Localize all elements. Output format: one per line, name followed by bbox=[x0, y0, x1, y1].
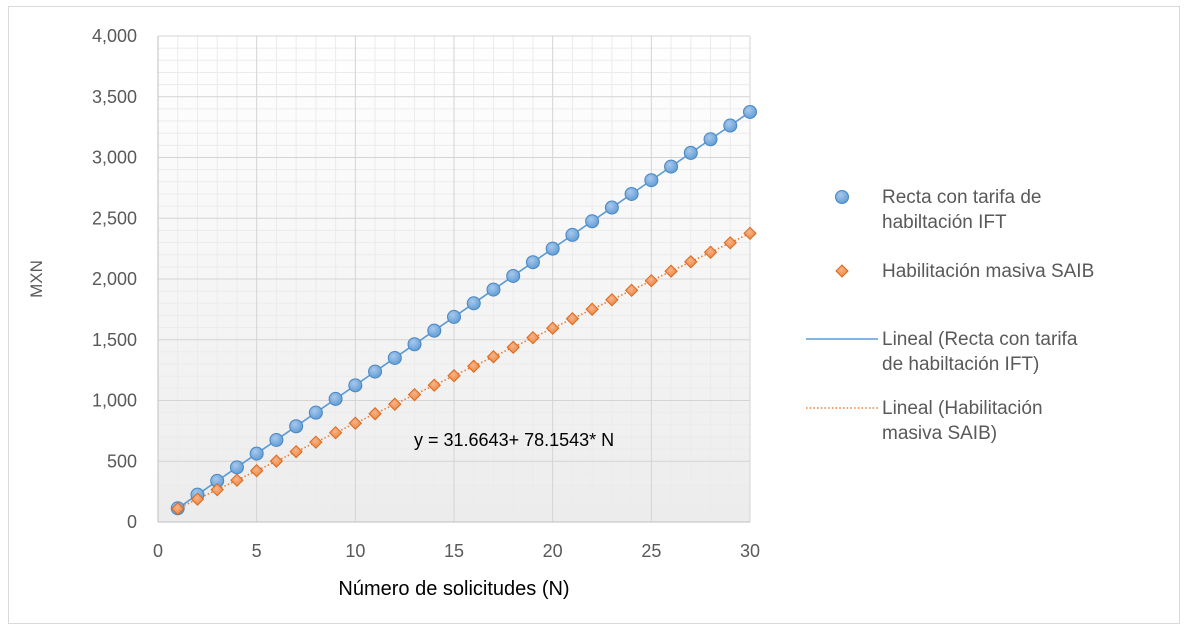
point-ift bbox=[644, 173, 659, 188]
point-ift bbox=[723, 118, 738, 133]
y-tick-label: 1,500 bbox=[92, 330, 137, 350]
point-ift bbox=[565, 227, 580, 242]
point-saib bbox=[703, 245, 718, 259]
point-saib bbox=[368, 407, 382, 421]
point-ift bbox=[447, 309, 461, 324]
point-saib bbox=[388, 397, 402, 411]
point-saib bbox=[328, 425, 343, 440]
point-ift bbox=[368, 364, 383, 379]
point-ift bbox=[328, 391, 343, 406]
point-saib bbox=[210, 482, 224, 497]
point-ift bbox=[348, 378, 363, 393]
data-markers bbox=[170, 104, 757, 516]
y-tick-label: 4,000 bbox=[92, 26, 137, 46]
y-tick-labels: 0 500 1,000 1,500 2,000 2,500 3,000 3,500 4,000 bbox=[92, 26, 137, 532]
x-axis-title: Número de solicitudes (N) bbox=[338, 578, 569, 600]
point-ift bbox=[585, 214, 600, 229]
point-saib bbox=[309, 435, 323, 449]
point-ift bbox=[308, 405, 323, 420]
point-saib bbox=[407, 387, 422, 402]
y-tick-label: 0 bbox=[127, 512, 137, 532]
point-ift bbox=[387, 350, 402, 365]
x-tick-label: 10 bbox=[345, 541, 365, 561]
x-tick-label: 20 bbox=[543, 541, 563, 561]
axes bbox=[157, 36, 750, 523]
point-saib bbox=[723, 236, 737, 250]
legend-label: habiltación IFT bbox=[882, 212, 1007, 233]
x-tick-label: 5 bbox=[252, 541, 262, 561]
point-ift bbox=[289, 419, 304, 434]
trendline-equation: y = 31.6643+ 78.1543* N bbox=[414, 430, 614, 450]
point-saib bbox=[269, 454, 284, 468]
point-ift bbox=[683, 145, 698, 160]
legend-item: Lineal (Habilitación masiva SAIB) bbox=[806, 398, 1043, 444]
point-saib bbox=[664, 264, 678, 278]
legend-diamond-marker bbox=[835, 264, 849, 278]
y-tick-label: 500 bbox=[107, 451, 137, 471]
legend-label: Lineal (Habilitación bbox=[882, 398, 1043, 419]
x-tick-label: 25 bbox=[641, 541, 661, 561]
point-saib bbox=[743, 226, 757, 241]
legend-item: Lineal (Recta con tarifa de habiltación I… bbox=[806, 329, 1078, 375]
legend-label: masiva SAIB) bbox=[882, 423, 997, 444]
x-tick-label: 0 bbox=[153, 541, 163, 561]
point-ift bbox=[743, 104, 757, 119]
point-saib bbox=[526, 330, 540, 345]
x-tick-labels: 0 5 10 15 20 25 30 bbox=[153, 541, 760, 561]
y-tick-label: 3,500 bbox=[92, 87, 137, 107]
point-ift bbox=[269, 432, 284, 447]
point-saib bbox=[348, 416, 363, 430]
y-tick-label: 3,000 bbox=[92, 148, 137, 168]
point-saib bbox=[190, 492, 205, 506]
point-saib bbox=[545, 321, 560, 335]
legend: Recta con tarifa de habiltación IFT Habili… bbox=[806, 187, 1094, 444]
point-saib bbox=[684, 255, 698, 269]
chart-frame bbox=[8, 6, 1180, 624]
point-ift bbox=[506, 268, 521, 283]
legend-label: Recta con tarifa de bbox=[882, 187, 1041, 208]
point-ift bbox=[249, 446, 264, 461]
point-saib bbox=[447, 369, 461, 383]
point-ift bbox=[604, 200, 619, 215]
y-tick-label: 1,000 bbox=[92, 391, 137, 411]
point-ift bbox=[229, 460, 244, 475]
point-saib bbox=[506, 340, 520, 354]
point-ift bbox=[525, 255, 540, 270]
point-saib bbox=[644, 273, 659, 288]
point-ift bbox=[407, 337, 422, 352]
x-tick-label: 30 bbox=[740, 541, 760, 561]
point-ift bbox=[486, 282, 501, 297]
point-ift bbox=[664, 159, 679, 174]
y-tick-label: 2,500 bbox=[92, 208, 137, 228]
legend-item: Habilitación masiva SAIB bbox=[835, 261, 1094, 282]
legend-label: Lineal (Recta con tarifa bbox=[882, 329, 1078, 350]
point-saib bbox=[605, 293, 619, 307]
point-saib bbox=[565, 312, 580, 326]
y-axis-title: MXN bbox=[27, 260, 46, 298]
point-saib bbox=[486, 350, 501, 364]
point-ift bbox=[427, 323, 442, 338]
point-saib bbox=[624, 283, 639, 298]
legend-label: Habilitación masiva SAIB bbox=[882, 261, 1094, 282]
legend-item: Recta con tarifa de habiltación IFT bbox=[835, 187, 1041, 233]
point-ift bbox=[703, 132, 718, 147]
point-saib bbox=[230, 473, 244, 487]
point-ift bbox=[466, 296, 481, 311]
point-saib bbox=[585, 302, 599, 316]
point-saib bbox=[249, 464, 264, 478]
point-ift bbox=[624, 186, 639, 201]
legend-label: de habiltación IFT) bbox=[882, 354, 1039, 375]
point-saib bbox=[289, 444, 303, 459]
point-saib bbox=[467, 359, 481, 373]
point-ift bbox=[545, 241, 560, 256]
y-tick-label: 2,000 bbox=[92, 269, 137, 289]
point-saib bbox=[427, 378, 441, 392]
legend-circle-marker bbox=[835, 190, 849, 204]
point-saib bbox=[171, 501, 185, 516]
x-tick-label: 15 bbox=[444, 541, 464, 561]
